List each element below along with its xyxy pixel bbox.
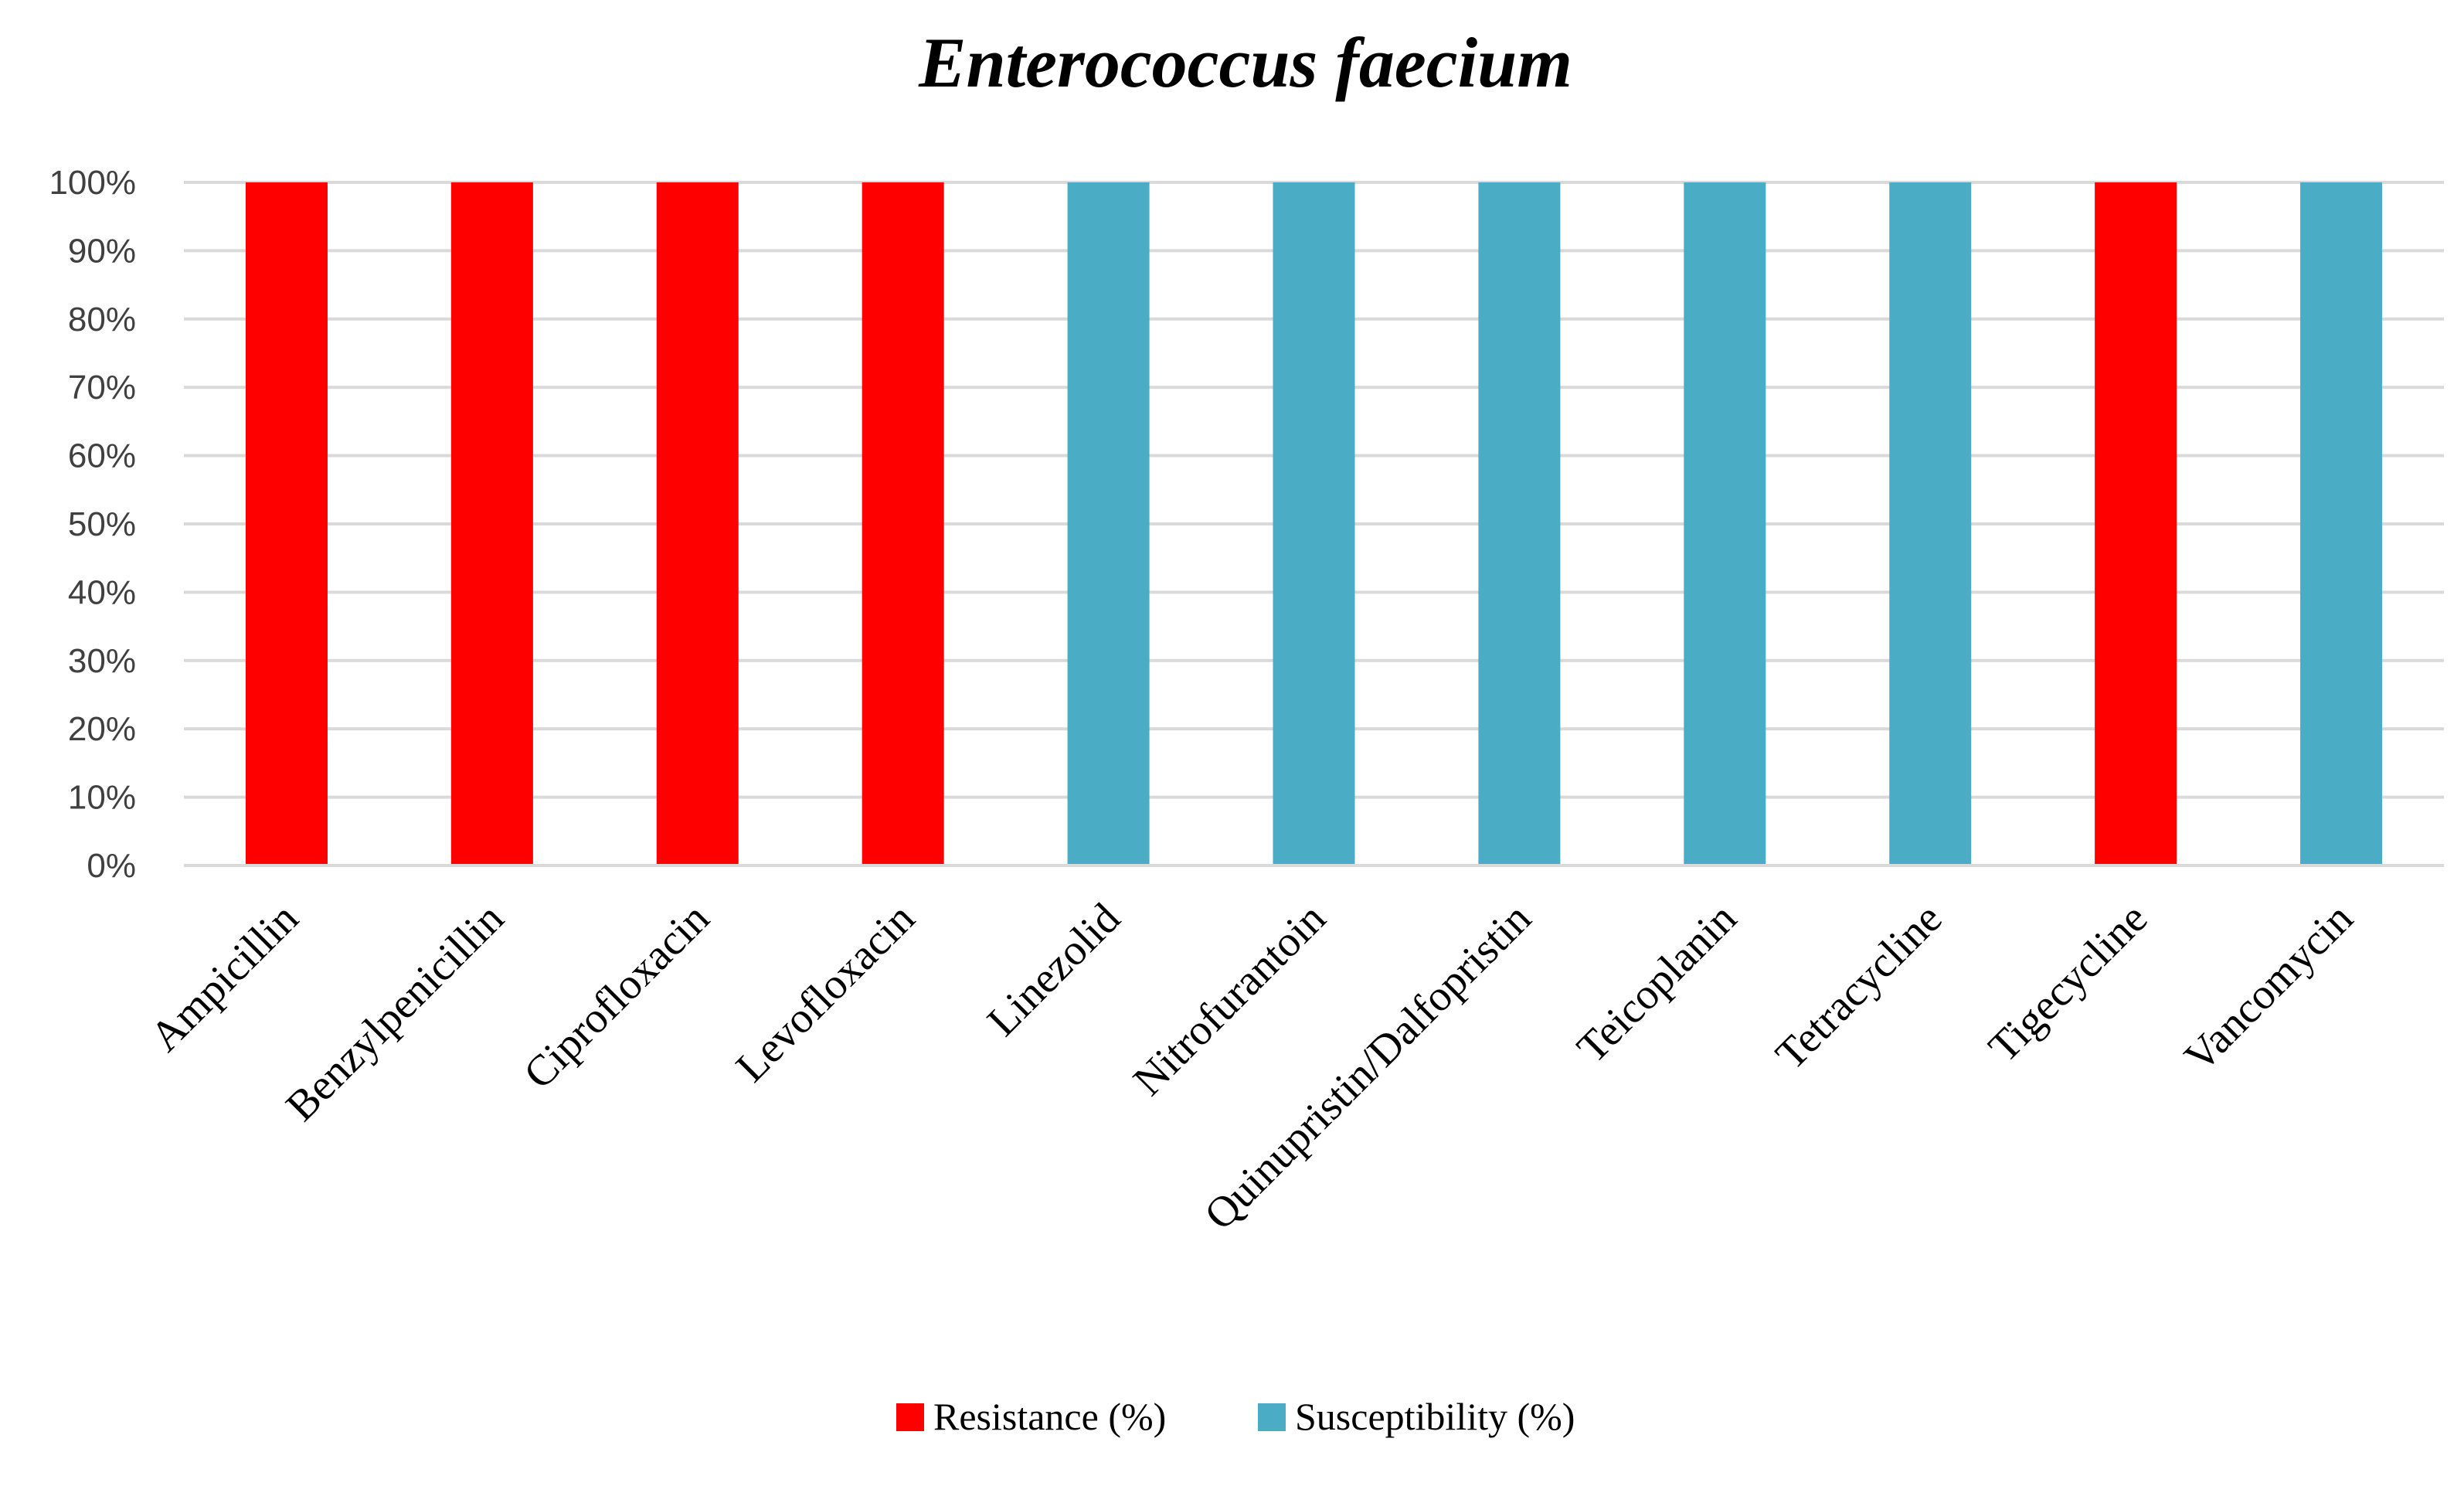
y-tick-label: 60%: [68, 437, 136, 475]
y-tick-label: 80%: [68, 301, 136, 338]
bar-teicoplanin: [1684, 182, 1766, 865]
legend-label: Susceptibility (%): [1295, 1395, 1575, 1438]
x-tick-label: Benzylpenicillin: [277, 894, 513, 1131]
legend-swatch: [1258, 1403, 1286, 1431]
bar-vancomycin: [2300, 182, 2383, 865]
y-tick-label: 100%: [49, 164, 136, 202]
x-tick-label: Vancomycin: [2175, 894, 2362, 1081]
y-tick-label: 20%: [68, 710, 136, 748]
bar-benzylpenicillin: [450, 182, 533, 865]
x-tick-label: Nitrofurantoin: [1124, 894, 1335, 1105]
y-tick-label: 50%: [68, 505, 136, 543]
legend-swatch: [896, 1403, 924, 1431]
bar-levofloxacin: [862, 182, 944, 865]
bar-nitrofurantoin: [1273, 182, 1355, 865]
bars: [245, 182, 2383, 865]
y-tick-label: 70%: [68, 369, 136, 406]
bar-tigecycline: [2095, 182, 2177, 865]
bar-ciprofloxacin: [656, 182, 739, 865]
y-tick-label: 30%: [68, 642, 136, 680]
y-axis-tick-labels: 0% 10% 20% 30% 40% 50% 60% 70% 80% 90% 100%: [49, 164, 136, 885]
y-tick-label: 0%: [87, 847, 136, 885]
x-tick-label: Ciprofloxacin: [515, 894, 719, 1098]
bar-tetracycline: [1889, 182, 1972, 865]
x-tick-label: Levofloxacin: [727, 894, 924, 1091]
bar-linezolid: [1067, 182, 1150, 865]
x-tick-label: Tetracycline: [1766, 894, 1951, 1079]
x-tick-label: Ampicillin: [141, 894, 308, 1060]
x-tick-label: Linezolid: [978, 894, 1130, 1046]
y-tick-label: 40%: [68, 573, 136, 611]
legend-label: Resistance (%): [933, 1395, 1166, 1438]
bar-quinupristin-dalfopristin: [1478, 182, 1561, 865]
bar-ampicillin: [245, 182, 328, 865]
chart-title: Enterococcus faecium: [918, 23, 1572, 102]
y-tick-label: 90%: [68, 232, 136, 270]
x-tick-label: Teicoplanin: [1568, 894, 1745, 1072]
x-tick-label: Tigecycline: [1980, 894, 2156, 1071]
legend: Resistance (%) Susceptibility (%): [896, 1395, 1575, 1438]
x-tick-label: Quinupristin/Dalfopristin: [1195, 894, 1540, 1239]
y-tick-label: 10%: [68, 779, 136, 817]
